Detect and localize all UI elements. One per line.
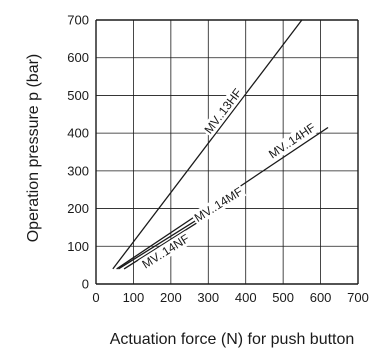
x-tick-label: 400 — [235, 290, 257, 305]
tick-labels: 0 100 200 300 400 500 600 700 0 100 200 300 400 500 60… — [67, 13, 369, 306]
series-label: MV..14MF — [192, 184, 245, 225]
x-tick-label: 500 — [272, 290, 294, 305]
x-tick-label: 600 — [310, 290, 332, 305]
series-label: MV..14HF — [266, 120, 318, 161]
y-tick-label: 700 — [67, 13, 89, 28]
series-label-background — [138, 230, 194, 273]
x-axis-title: Actuation force (N) for push button — [110, 331, 355, 348]
x-tick-label: 0 — [92, 290, 99, 305]
series-label-background — [190, 183, 247, 226]
y-axis-title: Operation pressure p (bar) — [25, 54, 42, 243]
x-tick-label: 100 — [123, 290, 145, 305]
series-label-background — [200, 84, 246, 138]
y-tick-label: 100 — [67, 239, 89, 254]
y-tick-label: 200 — [67, 201, 89, 216]
x-tick-label: 700 — [347, 290, 369, 305]
y-tick-label: 600 — [67, 50, 89, 65]
x-tick-label: 200 — [160, 290, 182, 305]
y-tick-label: 0 — [82, 277, 89, 292]
y-tick-label: 300 — [67, 163, 89, 178]
y-tick-label: 500 — [67, 88, 89, 103]
grid — [95, 19, 359, 285]
y-tick-label: 400 — [67, 126, 89, 141]
series-line — [112, 19, 303, 270]
series-label-background — [264, 119, 320, 163]
x-tick-label: 300 — [197, 290, 219, 305]
